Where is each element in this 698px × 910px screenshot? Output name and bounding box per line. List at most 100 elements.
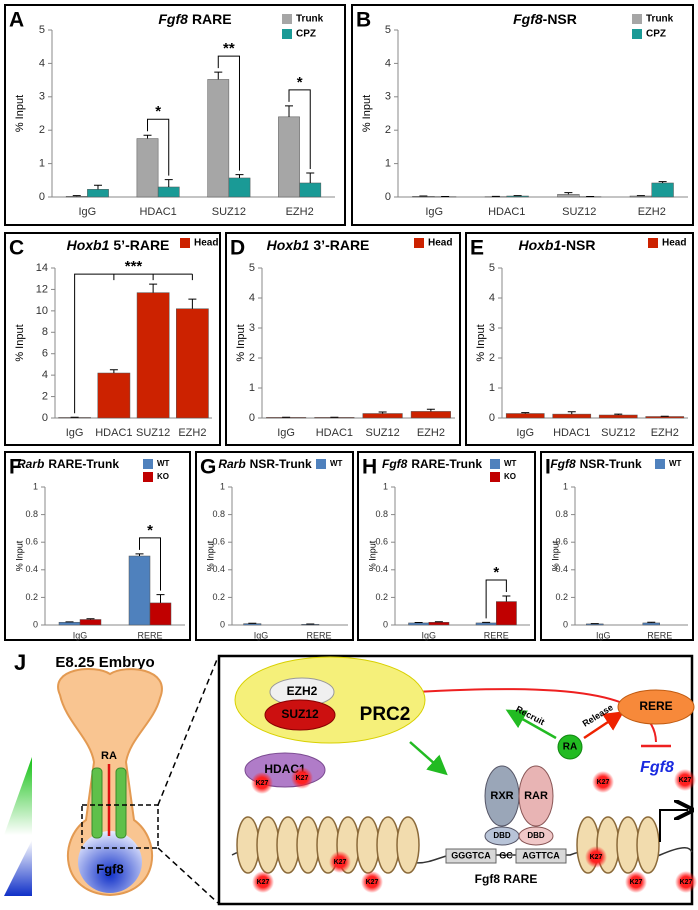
error-bar <box>378 411 387 414</box>
significance-label: * <box>147 522 153 539</box>
legend-swatch <box>180 238 190 248</box>
panel-frame <box>351 4 694 226</box>
y-tick-label: 0 <box>563 619 568 629</box>
title-part: Fgf8 <box>158 11 188 27</box>
y-tick-label: 2 <box>42 390 48 402</box>
y-axis-label: % Input <box>235 324 247 361</box>
significance-label: *** <box>125 258 143 275</box>
error-bar <box>72 195 81 197</box>
y-tick-label: 0.8 <box>375 509 388 519</box>
sequence: GC <box>499 850 513 860</box>
bar <box>207 79 230 198</box>
title-part: Fgf8 <box>513 11 543 27</box>
bar <box>87 189 109 198</box>
bar <box>65 196 88 198</box>
y-tick-label: 0.8 <box>212 509 225 519</box>
k27-label: K27 <box>296 775 309 782</box>
title-part: RARE-Trunk <box>411 457 482 471</box>
y-axis-label: % Input <box>14 324 26 361</box>
panel-letter: J <box>14 650 26 675</box>
histone-marks: K27 K27 K27 K27 K27 K27 K27 K27 K27 K27 <box>251 767 697 893</box>
fgf8-gradient <box>4 840 32 896</box>
x-tick-label: IgG <box>516 427 534 439</box>
fgf8-domain <box>78 831 142 893</box>
error-bar <box>658 181 667 183</box>
title-part: RARE <box>192 11 232 27</box>
legend-label: Trunk <box>646 14 674 25</box>
panel-letter: I <box>545 456 551 479</box>
y-tick-label: 0.6 <box>212 537 225 547</box>
bar <box>228 177 251 198</box>
title-part: Hoxb1 <box>267 237 310 253</box>
y-tick-label: 3 <box>489 322 495 334</box>
error-bar <box>235 174 244 178</box>
embryo-title: E8.25 Embryo <box>55 654 154 671</box>
legend-label: CPZ <box>296 29 316 40</box>
y-tick-label: 0.6 <box>555 537 568 547</box>
y-tick-label: 0 <box>220 619 225 629</box>
panel-frame <box>465 232 694 446</box>
title-part: Fgf8 <box>550 457 576 471</box>
neural-fold <box>115 767 127 839</box>
error-bar <box>434 621 443 623</box>
legend-swatch <box>414 238 424 248</box>
chart-title: Fgf8 RARE-Trunk <box>382 457 482 471</box>
panel-letter: C <box>9 237 24 260</box>
y-tick-label: 1 <box>39 158 45 170</box>
legend-label: KO <box>157 472 169 481</box>
y-axis-label: % Input <box>367 540 377 571</box>
k27-label: K27 <box>256 780 269 787</box>
rar <box>518 765 554 827</box>
bar <box>243 623 262 626</box>
title-part: Rarb <box>17 457 44 471</box>
significance-bracket <box>217 55 240 171</box>
tss-arrow <box>659 810 688 842</box>
k27-mark <box>251 772 273 794</box>
error-bar <box>164 179 173 187</box>
y-tick-label: 1 <box>220 481 225 491</box>
y-tick-label: 0.8 <box>25 509 38 519</box>
k27-label: K27 <box>630 879 643 886</box>
x-tick-label: SUZ12 <box>212 206 246 218</box>
x-tick-label: IgG <box>73 630 88 640</box>
legend-label: WT <box>669 459 682 468</box>
arrow <box>583 711 625 740</box>
y-tick-label: 0 <box>42 412 48 424</box>
bar <box>410 411 451 419</box>
legend-swatch <box>143 472 153 482</box>
error-bar <box>109 369 118 373</box>
y-tick-label: 1 <box>563 481 568 491</box>
chart-title: Rarb NSR-Trunk <box>218 457 312 471</box>
title-part: RARE-Trunk <box>48 457 119 471</box>
k27-mark <box>674 769 696 791</box>
x-tick-label: EZH2 <box>417 427 445 439</box>
chart-title: Rarb RARE-Trunk <box>17 457 119 471</box>
y-tick-label: 0 <box>489 412 495 424</box>
y-tick-label: 5 <box>249 262 255 274</box>
title-part: Rarb <box>218 457 245 471</box>
chart-title: Fgf8-NSR <box>513 11 577 27</box>
bar <box>496 601 517 626</box>
bar <box>642 622 660 626</box>
arrow <box>505 709 557 740</box>
x-tick-label: IgG <box>277 427 295 439</box>
x-tick-label: RERE <box>137 630 162 640</box>
error-bar <box>614 413 623 415</box>
prc2-label: PRC2 <box>360 704 411 725</box>
y-tick-label: 2 <box>489 352 495 364</box>
y-tick-label: 5 <box>385 24 391 36</box>
dbd-label: DBD <box>493 831 511 840</box>
error-bar <box>93 184 102 190</box>
chart-panel: B Fgf8-NSR % Input 0 1 2 3 4 5 IgG HDAC1 SUZ12 EZH2 T… <box>351 4 694 226</box>
zoom-line <box>157 847 219 904</box>
error-bar <box>567 411 576 415</box>
chart-panel: I Fgf8 NSR-Trunk % Input 0 0.2 0.4 0.6 0.8 1 IgG RE… <box>540 451 694 641</box>
k27-mark <box>252 871 274 893</box>
bar <box>299 182 322 198</box>
significance-label: * <box>297 74 303 91</box>
bar <box>128 555 151 626</box>
error-bar <box>482 621 491 623</box>
y-tick-label: 3 <box>249 322 255 334</box>
model-panel: Fgf8 EZH2 SUZ12 PRC2 HDAC1 Recruit Relea… <box>217 654 697 906</box>
y-tick-label: 12 <box>36 283 48 295</box>
